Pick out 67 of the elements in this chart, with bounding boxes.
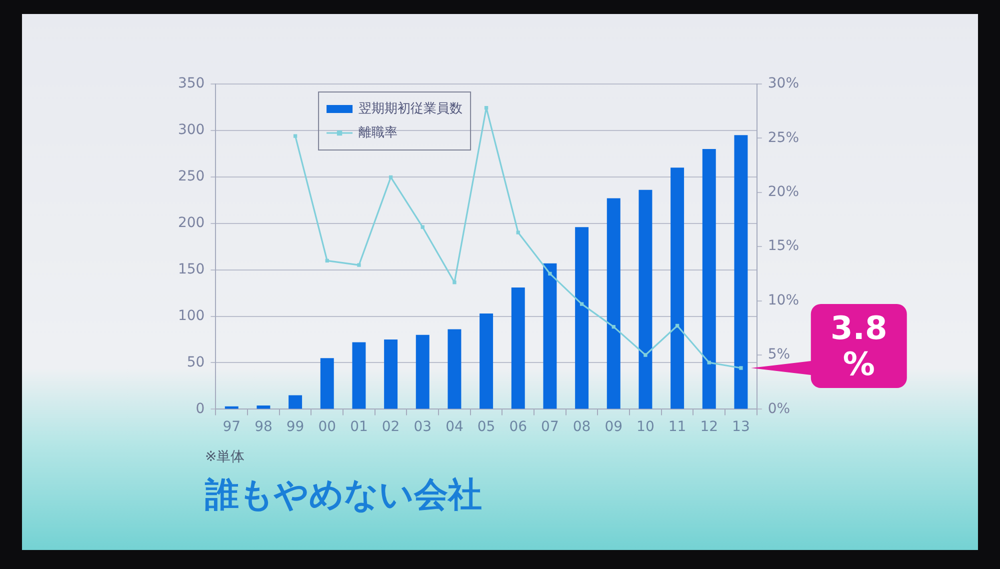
bar: [734, 135, 748, 409]
x-tick-label: 13: [732, 419, 750, 436]
y2-tick-label: 20%: [768, 184, 800, 200]
bar: [320, 358, 334, 409]
point: [548, 272, 552, 276]
y2-tick-label: 25%: [768, 130, 800, 146]
point: [739, 366, 743, 370]
bar: [638, 190, 652, 409]
bar: [606, 198, 620, 409]
point: [644, 353, 648, 357]
x-tick-label: 02: [382, 419, 400, 436]
x-tick-label: 98: [254, 419, 272, 436]
x-tick-label: 10: [636, 419, 654, 436]
x-tick-label: 11: [668, 419, 686, 436]
text: ※単体: [205, 448, 245, 466]
x-tick-label: 00: [318, 419, 336, 436]
point: [580, 302, 584, 306]
bar: [702, 149, 716, 409]
y-tick-label: 350: [178, 76, 205, 92]
bar: [480, 314, 494, 409]
x-tick-label: 97: [222, 419, 241, 436]
y-tick-label: 200: [178, 215, 205, 232]
point: [357, 263, 361, 267]
point: [388, 175, 393, 180]
bar: [384, 340, 398, 409]
y2-tick-label: 15%: [768, 238, 800, 254]
point: [675, 324, 680, 328]
text: 誰もやめない会社: [205, 474, 482, 517]
x-tick-label: 12: [700, 419, 718, 436]
point: [484, 106, 488, 110]
x-tick-label: 06: [509, 419, 528, 436]
bar: [543, 263, 557, 409]
y-tick-label: 100: [178, 308, 205, 324]
y2-tick-label: 5%: [768, 346, 790, 363]
x-tick-label: 09: [604, 419, 623, 436]
point: [707, 360, 711, 364]
y-tick-label: 50: [186, 354, 205, 370]
point: [516, 230, 520, 234]
x-tick-label: 08: [572, 419, 591, 436]
point: [420, 225, 424, 229]
bar: [448, 329, 462, 409]
point: [325, 258, 329, 263]
bar: [670, 168, 684, 409]
bar: [575, 227, 589, 409]
x-tick-label: 03: [414, 419, 432, 436]
x-tick-label: 01: [350, 419, 368, 436]
point: [452, 280, 456, 284]
bar: [352, 342, 366, 409]
y2-tick-label: 0%: [768, 400, 790, 417]
bar: [288, 395, 302, 409]
bar: [416, 334, 430, 409]
point: [293, 134, 298, 138]
bar: [256, 405, 270, 409]
legend-label: 翌期期初従業員数: [358, 101, 463, 116]
x-tick-label: 07: [541, 419, 559, 436]
point: [612, 324, 616, 329]
y-tick-label: 150: [178, 261, 205, 278]
y-tick-label: 0: [196, 400, 205, 417]
annotation: 3.8 %: [830, 309, 888, 383]
y-tick-label: 250: [178, 168, 205, 185]
x-tick-label: 04: [446, 419, 464, 436]
bar: [511, 287, 525, 409]
y-tick-label: 300: [178, 122, 205, 138]
legend-label: 離職率: [358, 124, 398, 140]
x-tick-label: 05: [477, 419, 496, 436]
x-tick-label: 99: [286, 419, 304, 436]
y2-tick-label: 30%: [768, 76, 800, 92]
